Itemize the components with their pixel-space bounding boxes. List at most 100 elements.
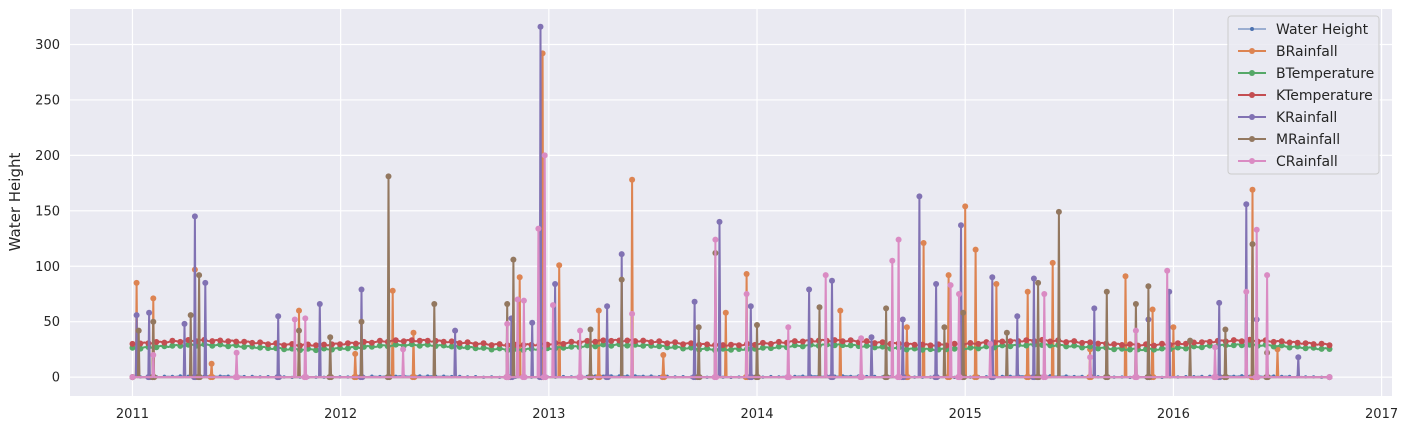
legend-item: KTemperature xyxy=(1238,88,1373,104)
data-point xyxy=(550,302,556,309)
data-point xyxy=(150,352,157,358)
data-point xyxy=(302,315,309,322)
data-point xyxy=(927,342,934,349)
data-point xyxy=(728,341,734,348)
data-point xyxy=(424,337,431,344)
data-point xyxy=(1174,340,1181,347)
data-point xyxy=(376,342,383,349)
data-point xyxy=(608,337,615,344)
data-point xyxy=(1071,338,1078,345)
data-point xyxy=(759,344,766,351)
data-point xyxy=(720,342,726,349)
data-point xyxy=(967,340,974,346)
data-point xyxy=(987,340,994,347)
data-point xyxy=(133,312,140,319)
data-point xyxy=(868,334,875,341)
data-point xyxy=(177,338,184,345)
data-point xyxy=(1007,338,1014,345)
legend-swatch-marker xyxy=(1250,27,1254,31)
y-tick-label: 200 xyxy=(35,149,60,164)
data-point xyxy=(947,282,954,289)
data-point xyxy=(209,342,216,349)
data-point xyxy=(972,246,979,253)
data-point xyxy=(791,338,798,345)
data-point xyxy=(577,327,584,334)
data-point xyxy=(1294,339,1301,346)
data-point xyxy=(150,295,157,302)
y-tick-label: 100 xyxy=(35,260,60,275)
data-point xyxy=(767,340,774,347)
data-point xyxy=(520,297,527,304)
data-point xyxy=(858,335,865,342)
data-point xyxy=(1063,343,1070,350)
data-point xyxy=(1119,342,1125,348)
data-point xyxy=(392,337,399,344)
data-point xyxy=(672,339,679,346)
data-point xyxy=(129,340,136,347)
data-point xyxy=(680,341,687,348)
data-point xyxy=(568,338,575,345)
x-tick-label: 2014 xyxy=(740,407,773,422)
data-point xyxy=(504,301,511,307)
data-point xyxy=(153,344,160,351)
data-point xyxy=(368,339,375,346)
x-tick-label: 2015 xyxy=(949,407,982,422)
data-point xyxy=(1095,340,1102,347)
data-point xyxy=(521,374,528,381)
data-point xyxy=(1302,340,1309,347)
data-point xyxy=(313,342,319,349)
data-point xyxy=(728,346,734,353)
data-point xyxy=(1264,272,1271,279)
data-point xyxy=(975,345,982,352)
legend-label: MRainfall xyxy=(1276,132,1340,148)
data-point xyxy=(1030,275,1037,282)
data-point xyxy=(691,298,698,305)
data-point xyxy=(822,272,829,279)
data-point xyxy=(1159,340,1165,347)
data-point xyxy=(1103,288,1110,295)
data-point xyxy=(1014,313,1021,320)
data-point xyxy=(1079,344,1086,351)
data-point xyxy=(1286,339,1293,346)
data-point xyxy=(879,339,886,346)
data-point xyxy=(1007,343,1014,350)
data-point xyxy=(962,203,969,210)
data-point xyxy=(883,305,890,312)
data-point xyxy=(1127,341,1133,348)
data-point xyxy=(722,309,729,316)
data-point xyxy=(1182,340,1189,347)
data-point xyxy=(208,360,215,367)
data-point xyxy=(1091,305,1098,312)
grid xyxy=(70,9,1392,396)
data-point xyxy=(584,342,591,349)
legend-swatch-marker xyxy=(1249,70,1255,76)
data-point xyxy=(480,340,487,347)
data-point xyxy=(1310,341,1317,348)
data-point xyxy=(416,337,423,344)
data-point xyxy=(337,341,343,348)
data-point xyxy=(281,342,288,349)
data-point xyxy=(400,346,407,353)
data-point xyxy=(1087,339,1094,346)
data-point xyxy=(217,337,224,344)
data-point xyxy=(1041,291,1048,297)
legend-label: BTemperature xyxy=(1276,66,1374,82)
data-point xyxy=(535,225,542,232)
data-point xyxy=(871,340,878,347)
data-point xyxy=(1278,338,1285,345)
legend-item: Water Height xyxy=(1238,22,1369,38)
data-point xyxy=(1243,201,1250,208)
data-point xyxy=(161,339,168,346)
data-point xyxy=(1164,267,1171,274)
data-point xyxy=(839,338,846,345)
data-point xyxy=(456,340,463,347)
data-point xyxy=(187,312,194,319)
data-point xyxy=(510,256,517,263)
data-point xyxy=(1132,327,1139,334)
data-point xyxy=(1023,342,1030,349)
y-tick-label: 300 xyxy=(35,38,60,53)
data-point xyxy=(133,279,140,286)
data-point xyxy=(903,341,910,348)
data-point xyxy=(376,337,383,344)
data-point xyxy=(1132,301,1139,307)
